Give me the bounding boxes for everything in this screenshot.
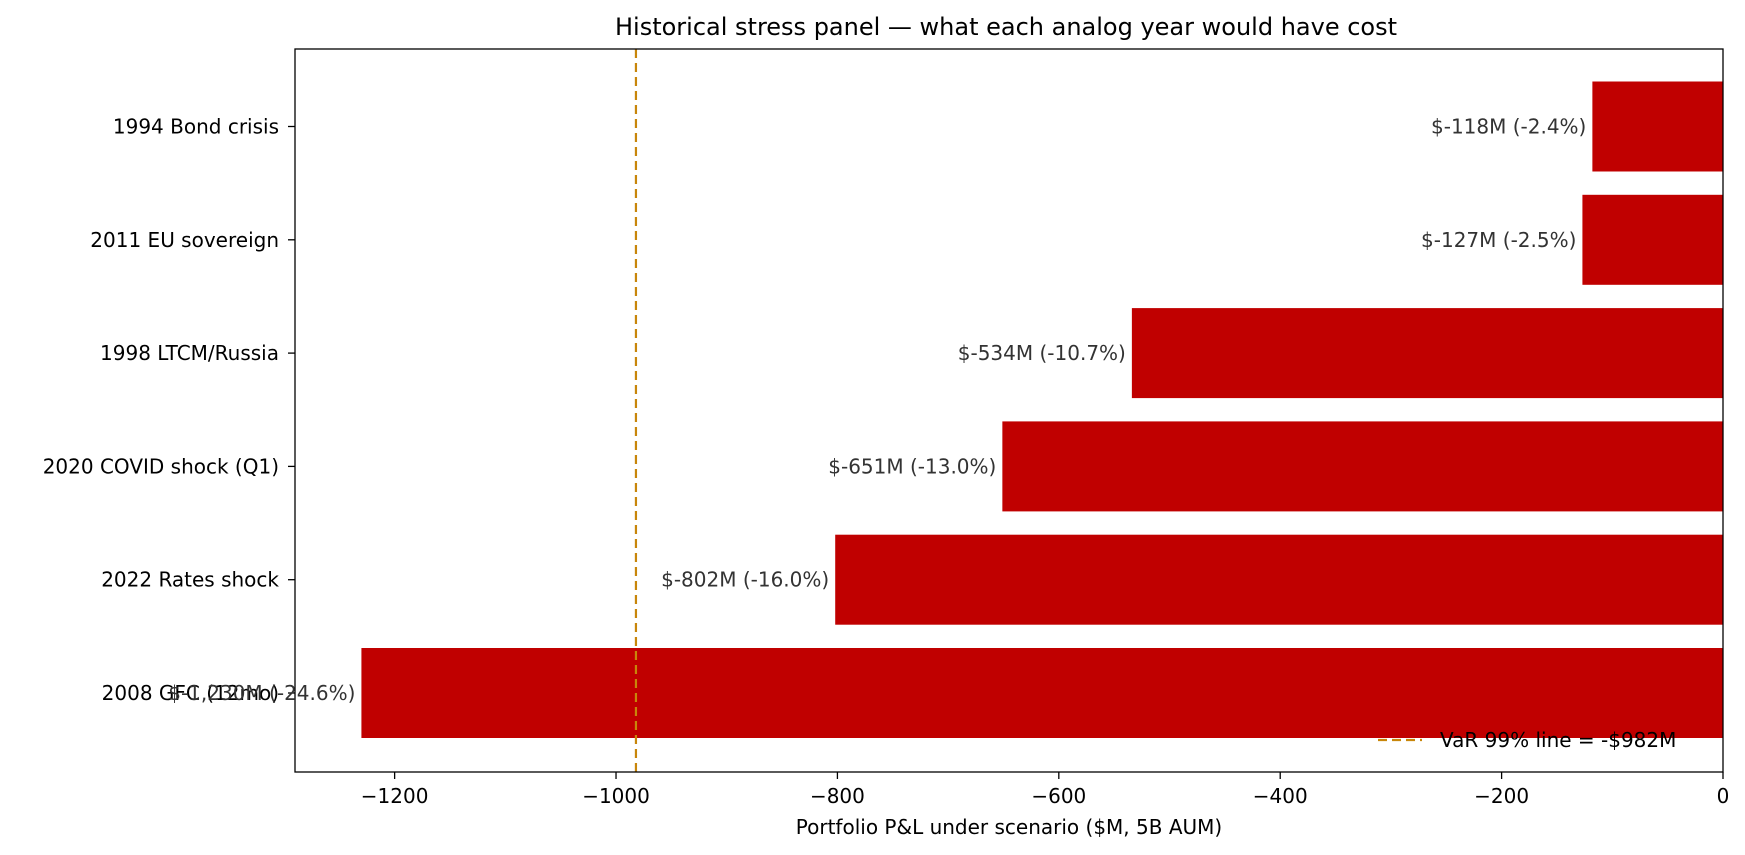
y-tick-label: 1998 LTCM/Russia <box>100 341 279 365</box>
chart-title: Historical stress panel — what each anal… <box>615 13 1397 41</box>
x-tick-label: 0 <box>1717 784 1730 808</box>
x-axis-label: Portfolio P&L under scenario ($M, 5B AUM… <box>796 815 1222 839</box>
y-tick-label: 2020 COVID shock (Q1) <box>43 454 279 478</box>
legend: VaR 99% line = -$982M <box>1378 728 1676 752</box>
bar <box>835 534 1723 625</box>
bar <box>1582 194 1723 285</box>
data-label: $-127M (-2.5%) <box>1421 228 1576 252</box>
data-labels-layer: $-118M (-2.4%) $-127M (-2.5%) $-534M (-10.… <box>168 115 1586 706</box>
data-label: $-1,230M (-24.6%) <box>168 681 355 705</box>
x-tick-label: −200 <box>1474 784 1529 808</box>
x-tick-label: −1200 <box>361 784 429 808</box>
y-axis: 1994 Bond crisis 2011 EU sovereign 1998 LT… <box>43 115 295 705</box>
bar <box>361 648 1724 738</box>
plot-frame <box>294 48 1724 773</box>
x-axis: −1200 −1000 −800 −600 −400 −200 0 <box>361 772 1730 808</box>
x-tick-label: −800 <box>810 784 865 808</box>
data-label: $-802M (-16.0%) <box>661 568 829 592</box>
data-label: $-651M (-13.0%) <box>828 454 996 478</box>
x-tick-label: −1000 <box>582 784 650 808</box>
x-tick-label: −600 <box>1031 784 1086 808</box>
y-tick-label: 2011 EU sovereign <box>90 228 279 252</box>
bar <box>1002 421 1723 512</box>
y-tick-label: 2022 Rates shock <box>101 568 279 592</box>
bar <box>1131 308 1723 399</box>
legend-label: VaR 99% line = -$982M <box>1440 728 1676 752</box>
x-tick-label: −400 <box>1253 784 1308 808</box>
data-label: $-118M (-2.4%) <box>1431 115 1586 139</box>
y-tick-label: 1994 Bond crisis <box>113 115 279 139</box>
data-label: $-534M (-10.7%) <box>958 341 1126 365</box>
bar <box>1592 81 1723 172</box>
y-tick-label: 2008 GFC (12mo) <box>102 681 279 705</box>
bars-layer <box>361 81 1724 738</box>
